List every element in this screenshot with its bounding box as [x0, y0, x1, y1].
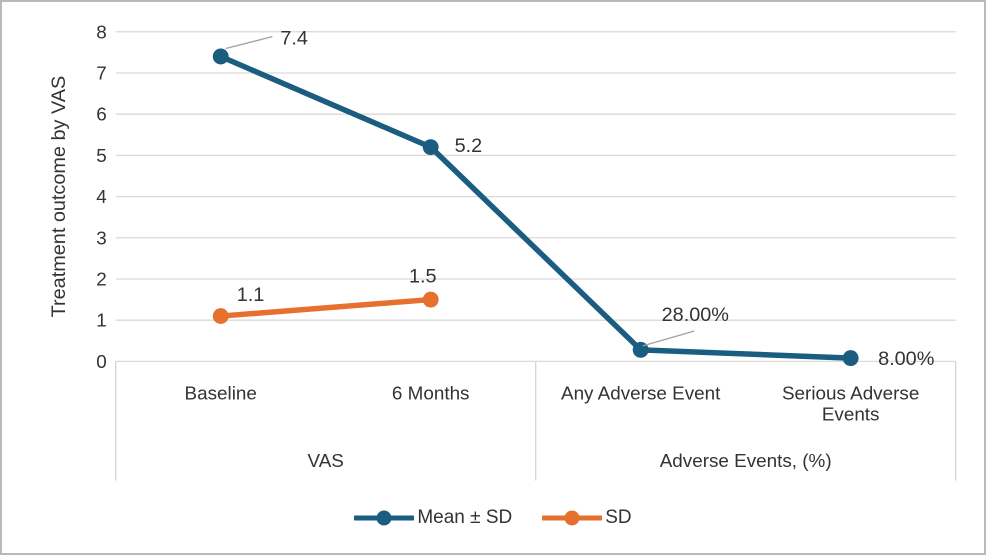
- data-point-label: 7.4: [280, 28, 308, 50]
- data-point-label: 1.5: [409, 266, 437, 288]
- data-point-label: 8.00%: [878, 348, 934, 370]
- series-line-mean-sd: [217, 53, 854, 361]
- y-tick-label: 8: [96, 21, 107, 42]
- data-point-label: 28.00%: [662, 304, 729, 326]
- x-category-label: Events: [822, 404, 880, 425]
- data-point-label: 1.1: [237, 284, 265, 306]
- legend-label: SD: [605, 507, 632, 528]
- x-category-label: Any Adverse Event: [561, 383, 721, 404]
- legend-label: Mean ± SD: [417, 507, 513, 528]
- data-point-marker-mean-sd: [212, 48, 229, 65]
- x-group-label: Adverse Events, (%): [660, 450, 832, 471]
- data-point-label: 5.2: [455, 135, 483, 157]
- x-category-label: Serious Adverse: [782, 383, 919, 404]
- legend-item-mean-sd: Mean ± SD: [354, 507, 512, 529]
- data-point-marker-mean-sd: [422, 139, 439, 156]
- y-tick-label: 2: [96, 268, 107, 289]
- legend-item-sd: SD: [542, 507, 632, 529]
- series-line-sd: [217, 296, 434, 319]
- data-point-marker-mean-sd: [842, 350, 859, 367]
- y-tick-label: 3: [96, 227, 107, 248]
- label-leader-line: [225, 36, 273, 50]
- legend-marker-icon: [542, 510, 603, 526]
- y-tick-label: 0: [96, 351, 107, 372]
- y-tick-label: 6: [96, 104, 107, 125]
- x-group-label: VAS: [308, 450, 344, 471]
- x-category-label: 6 Months: [392, 383, 470, 404]
- y-axis-title: Treatment outcome by VAS: [48, 76, 70, 318]
- data-point-marker-sd: [422, 291, 439, 308]
- y-tick-label: 1: [96, 310, 107, 331]
- label-leader-line: [642, 330, 695, 347]
- chart-legend: Mean ± SD SD: [2, 503, 984, 533]
- y-tick-label: 4: [96, 186, 107, 207]
- y-tick-label: 5: [96, 145, 107, 166]
- x-category-label: Baseline: [185, 383, 257, 404]
- legend-marker-icon: [354, 510, 415, 526]
- y-tick-label: 7: [96, 62, 107, 83]
- data-point-marker-sd: [212, 308, 229, 325]
